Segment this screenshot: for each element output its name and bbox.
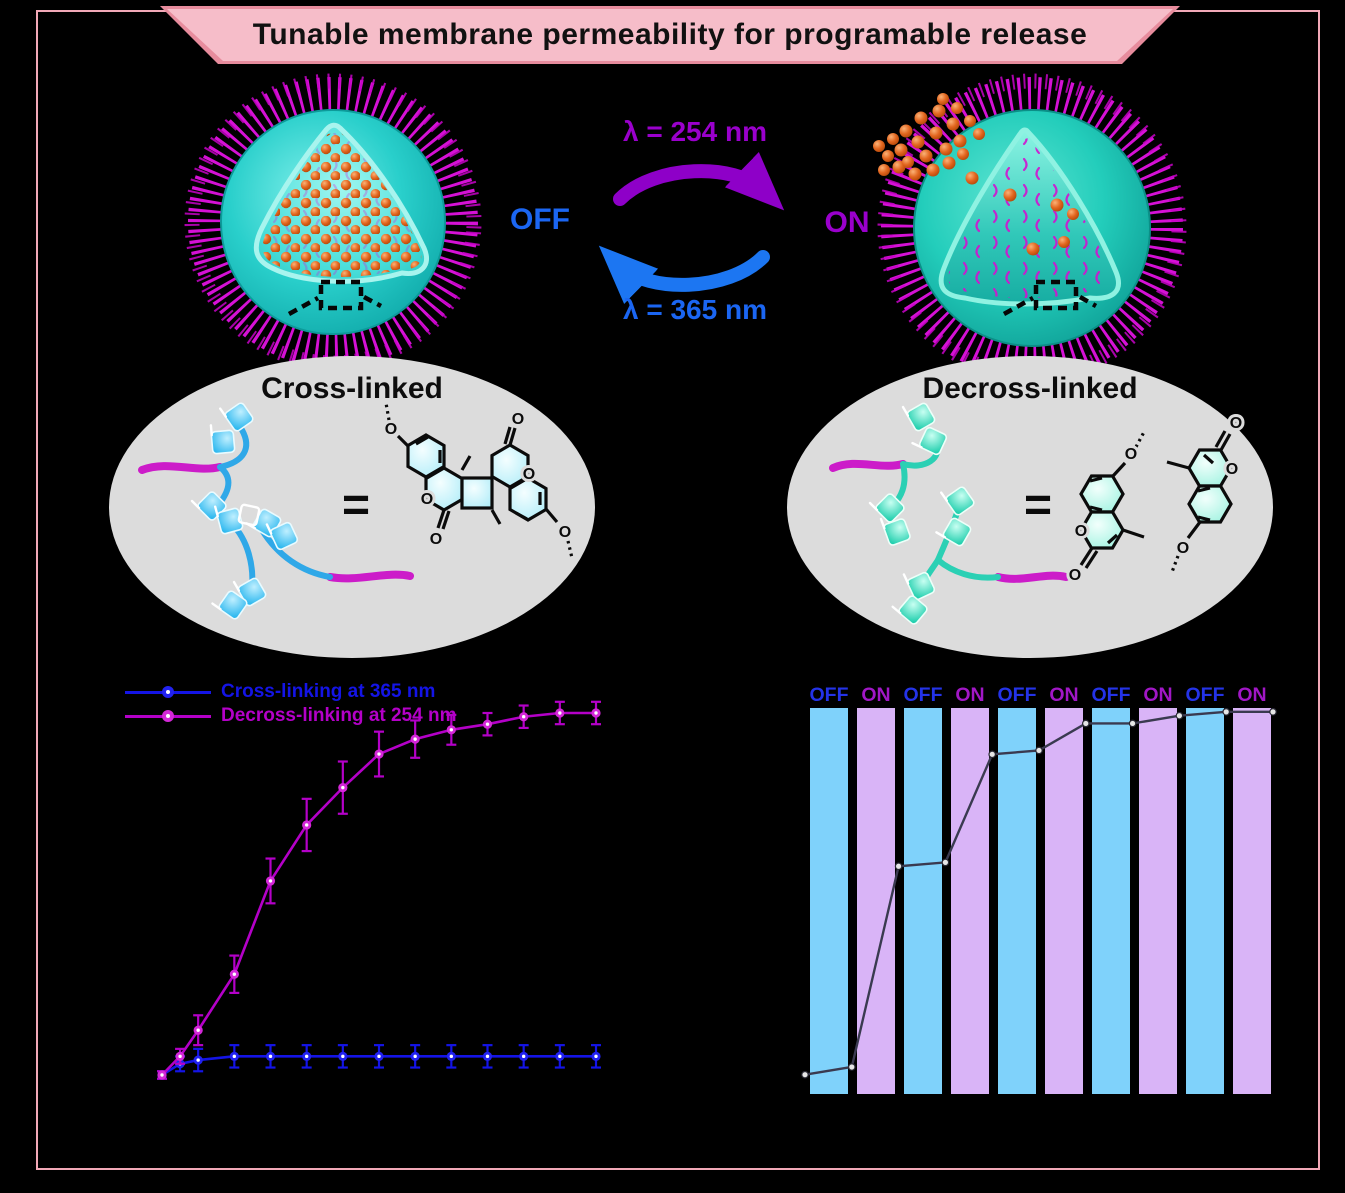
title-banner-bg <box>167 9 1173 61</box>
legend-label-crosslinking: Cross-linking at 365 nm <box>221 681 436 702</box>
legend-label-decrosslinking: Decross-linking at 254 nm <box>221 705 457 726</box>
release-point <box>1175 711 1184 720</box>
svg-text:O: O <box>1125 446 1137 463</box>
crosslinked-polymer-illustration <box>138 397 414 625</box>
svg-text:O: O <box>512 411 524 428</box>
crosslinked-panel-title: Cross-linked <box>261 372 443 405</box>
release-point <box>1222 708 1231 716</box>
legend-item-decrosslinking: Decross-linking at 254 nm <box>125 705 457 726</box>
decrosslinked-panel-title: Decross-linked <box>922 372 1138 405</box>
svg-text:O: O <box>1069 567 1081 584</box>
svg-text:O: O <box>559 524 571 541</box>
state-bar <box>951 708 989 1094</box>
svg-text:O: O <box>421 491 433 508</box>
release-point <box>1128 719 1137 728</box>
svg-text:O: O <box>430 531 442 548</box>
released-cargo-cluster <box>873 93 985 181</box>
membrane-zoom-callout-left <box>287 279 383 316</box>
state-bar-label: ON <box>1049 684 1078 706</box>
equals-sign-left: = <box>342 479 370 532</box>
state-bar <box>1045 708 1083 1094</box>
release-point <box>1269 708 1277 716</box>
equals-sign-right: = <box>1024 479 1052 532</box>
crosslinked-vesicle-illustration <box>184 73 482 371</box>
line-series <box>157 700 601 1080</box>
off-state-label: OFF <box>510 203 570 236</box>
state-bar <box>810 708 848 1094</box>
decrosslinked-polymer-illustration <box>829 395 1070 629</box>
on-state-label: ON <box>824 206 870 239</box>
release-point <box>801 1070 809 1079</box>
coumarin-monomer-structures: O O O O O O <box>1066 412 1245 587</box>
uv-254-arrow-icon <box>613 151 785 211</box>
svg-text:O: O <box>385 421 397 438</box>
svg-text:O: O <box>1226 461 1238 478</box>
legend-item-crosslinking: Cross-linking at 365 nm <box>125 681 436 702</box>
coumarin-dimer-structure: O O O O O O <box>382 402 574 559</box>
state-bar-label: OFF <box>904 684 943 706</box>
membrane-zoom-callout-right <box>1002 279 1098 316</box>
svg-text:O: O <box>523 466 535 483</box>
state-bar-label: OFF <box>1092 684 1131 706</box>
release-point <box>1081 719 1090 728</box>
state-bar <box>1233 708 1271 1094</box>
state-bar-label: ON <box>861 684 890 706</box>
state-bar-label: OFF <box>1186 684 1225 706</box>
state-bar <box>857 708 895 1094</box>
svg-text:O: O <box>1075 523 1087 540</box>
release-point <box>847 1063 856 1071</box>
release-point <box>894 862 903 871</box>
release-point <box>988 750 997 759</box>
state-bar <box>1186 708 1224 1094</box>
release-point <box>941 858 950 867</box>
state-bar <box>904 708 942 1094</box>
state-bar <box>1139 708 1177 1094</box>
wavelength-365-label: λ = 365 nm <box>623 294 767 325</box>
state-bar-label: OFF <box>810 684 849 706</box>
state-bar-label: ON <box>955 684 984 706</box>
state-bar <box>998 708 1036 1094</box>
figure-title: Tunable membrane permeability for progra… <box>252 18 1088 51</box>
legend-swatch-decrosslinking <box>125 709 211 722</box>
state-bar <box>1092 708 1130 1094</box>
wavelength-254-label: λ = 254 nm <box>623 116 767 147</box>
state-bar-label: ON <box>1237 684 1266 706</box>
legend-swatch-crosslinking <box>125 685 211 698</box>
svg-text:O: O <box>1230 415 1242 432</box>
state-bar-label: OFF <box>998 684 1037 706</box>
release-point <box>1035 746 1043 755</box>
uv-365-arrow-icon <box>598 245 770 305</box>
line-series <box>157 1044 601 1080</box>
release-kinetics-line-chart <box>157 700 601 1080</box>
programmed-release-bar-chart: OFF ON OFF ON OFF ON OFF ON OFF ON <box>801 684 1277 1094</box>
decrosslinked-vesicle-illustration <box>873 73 1187 383</box>
svg-text:O: O <box>1177 540 1189 557</box>
state-bar-label: ON <box>1143 684 1172 706</box>
retained-cargo-dots <box>965 171 1079 256</box>
title-banner: Tunable membrane permeability for progra… <box>160 6 1180 64</box>
